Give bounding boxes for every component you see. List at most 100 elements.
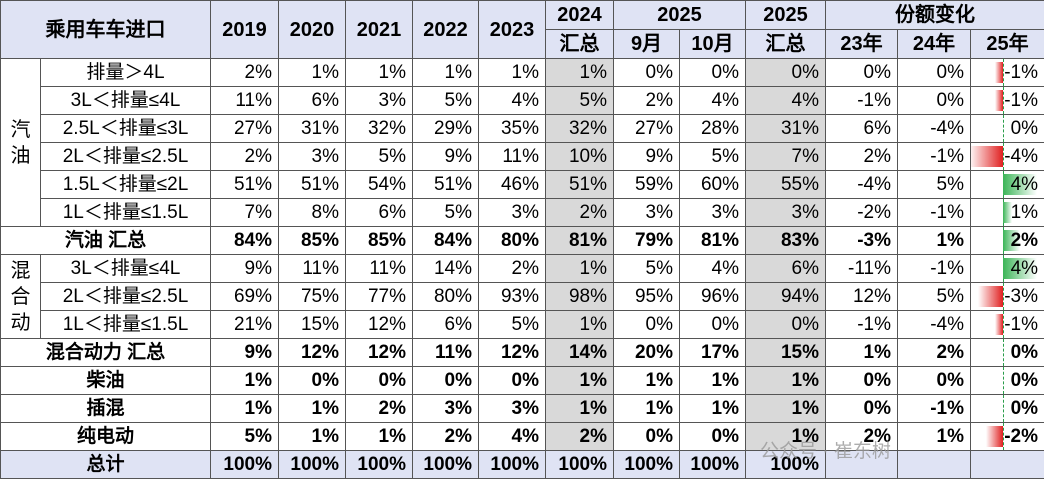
value-cell: 1% [613,366,680,395]
value-cell: 84% [412,226,479,255]
value-cell: 96% [679,282,746,311]
value-cell: 4% [969,170,1044,199]
value-cell: -3% [825,226,898,255]
zero-line [1003,367,1004,394]
data-bar [994,314,1003,335]
year-header: 2023 [478,0,546,59]
data-row: 3L＜排量≤4L 11% 6% 3% 5% 4% 5% 2% 4% 4% -1% 0% -1% [1,86,1044,115]
row-label: 1.5L＜排量≤2L [40,170,211,199]
zero-line [1003,115,1004,142]
value-cell: 5% [545,86,614,115]
value-cell: 3% [345,86,413,115]
value-cell: 51% [210,170,279,199]
value-cell: 51% [412,170,479,199]
value-cell: 6% [825,114,898,143]
value-cell: 8% [278,198,346,227]
value-cell: 5% [613,254,680,283]
value-cell: 31% [278,114,346,143]
value-cell: -4% [897,310,971,339]
value-cell: 1% [969,198,1044,227]
value-cell: 3% [478,198,546,227]
value-cell: 0% [679,58,746,87]
value-cell: 32% [545,114,614,143]
value-text: 0% [1010,341,1039,363]
data-bar [1003,230,1020,251]
zero-line [1003,143,1004,170]
value-cell: -4% [825,170,898,199]
value-cell: 6% [745,254,826,283]
value-cell: 2% [210,58,279,87]
value-cell: 2% [613,86,680,115]
value-cell: 3% [478,394,546,423]
value-cell: 4% [478,86,546,115]
change-year-header: 25年 [969,29,1044,59]
data-bar [986,426,1003,447]
value-cell [969,450,1044,479]
data-bar [1003,258,1037,279]
table-body: 汽油 排量＞4L 2% 1% 1% 1% 1% 1% 0% 0% 0% 0% 0% -1% 3L＜排量≤4L… [0,58,1044,479]
value-cell: 81% [545,226,614,255]
value-cell: 1% [545,394,614,423]
data-bar [994,90,1003,111]
value-cell: 77% [345,282,413,311]
value-cell: 85% [278,226,346,255]
value-cell: 31% [745,114,826,143]
value-cell: 0% [745,58,826,87]
value-cell: 46% [478,170,546,199]
row-label: 排量＞4L [40,58,211,87]
value-cell: 9% [210,254,279,283]
value-cell: 1% [825,338,898,367]
value-cell: -1% [897,394,971,423]
value-cell: 1% [545,366,614,395]
value-cell: 5% [412,198,479,227]
value-cell: 4% [679,254,746,283]
summary-row: 插混 1% 1% 2% 3% 3% 1% 1% 1% 1% 0% -1% 0% [0,394,1044,423]
value-cell: 5% [679,142,746,171]
row-label: 2L＜排量≤2.5L [40,142,211,171]
value-cell: 93% [478,282,546,311]
value-cell: 9% [412,142,479,171]
value-cell: 27% [210,114,279,143]
value-cell: 9% [613,142,680,171]
value-cell: 69% [210,282,279,311]
value-cell: 100% [478,450,546,479]
row-label: 2L＜排量≤2.5L [40,282,211,311]
summary-row: 混合动力 汇总 9% 12% 12% 11% 12% 14% 20% 17% 15% 1% 2% 0% [0,338,1044,367]
year-header: 汇总 [545,29,614,59]
value-cell: 100% [545,450,614,479]
data-bar [971,146,1003,167]
year-header: 2024 [545,0,614,30]
table-header: 乘用车车进口 2019 2020 2021 2022 2023 2024 2025 2025 份额… [0,0,1044,59]
value-text: 1% [1010,201,1039,223]
share-change-header: 份额变化 [824,0,1044,30]
value-cell: -2% [969,422,1044,451]
value-cell: 3% [278,142,346,171]
data-bar [994,62,1003,83]
value-cell: 4% [969,254,1044,283]
value-cell: 1% [278,422,346,451]
value-cell: 100% [745,450,826,479]
value-cell: 54% [345,170,413,199]
value-cell: -3% [969,282,1044,311]
value-cell: 1% [210,394,279,423]
row-label: 1L＜排量≤1.5L [40,198,211,227]
value-cell: 0% [825,58,898,87]
year-header: 2021 [345,0,413,59]
import-share-table: 乘用车车进口 2019 2020 2021 2022 2023 2024 2025 2025 份额… [0,0,1044,479]
value-cell: 4% [478,422,546,451]
row-label: 总计 [0,450,211,479]
value-text: -1% [1004,313,1039,335]
value-cell: 0% [613,58,680,87]
value-cell: -1% [825,86,898,115]
year-header: 2020 [278,0,346,59]
value-cell: 0% [825,366,898,395]
header-row: 乘用车车进口 2019 2020 2021 2022 2023 2024 2025 2025 份额… [0,0,1044,59]
value-cell: 5% [478,310,546,339]
value-cell: 1% [897,422,971,451]
value-cell [825,450,898,479]
zero-line [1003,59,1004,86]
value-cell: -1% [969,86,1044,115]
value-cell: 1% [210,366,279,395]
value-cell: 5% [210,422,279,451]
value-cell: 15% [745,338,826,367]
